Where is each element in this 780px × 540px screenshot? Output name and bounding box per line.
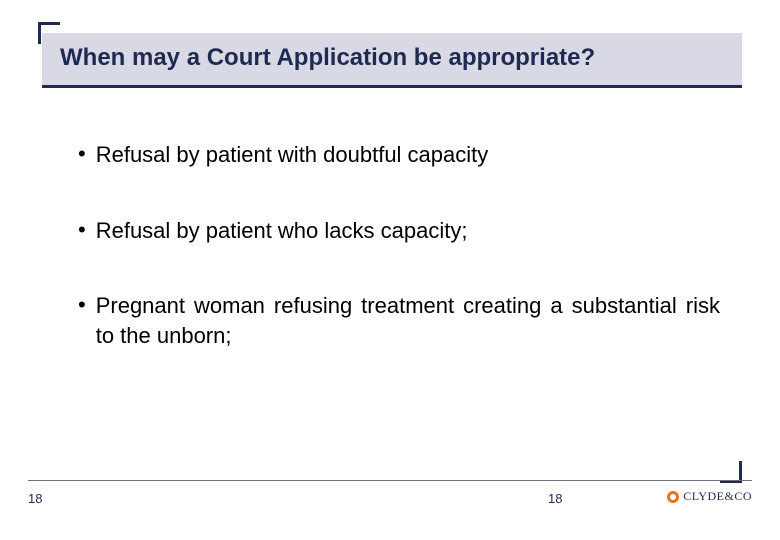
corner-top-left-v <box>38 22 41 44</box>
brand-logo: CLYDE&CO <box>667 489 752 504</box>
bullet-text: Refusal by patient with doubtful capacit… <box>96 140 720 170</box>
bullet-icon: • <box>78 291 86 319</box>
logo-icon <box>667 491 679 503</box>
list-item: • Refusal by patient who lacks capacity; <box>78 216 720 246</box>
footer: 18 18 CLYDE&CO <box>28 480 752 521</box>
bullet-text: Refusal by patient who lacks capacity; <box>96 216 720 246</box>
slide: When may a Court Application be appropri… <box>0 0 780 540</box>
footer-inner: 18 18 CLYDE&CO <box>28 481 752 521</box>
bullet-icon: • <box>78 216 86 244</box>
bullet-text: Pregnant woman refusing treatment creati… <box>96 291 720 350</box>
content-area: • Refusal by patient with doubtful capac… <box>78 140 720 397</box>
logo-text: CLYDE&CO <box>683 489 752 504</box>
page-number-left: 18 <box>28 491 42 506</box>
corner-top-left-h <box>38 22 60 25</box>
list-item: • Pregnant woman refusing treatment crea… <box>78 291 720 350</box>
slide-title: When may a Court Application be appropri… <box>60 43 724 73</box>
title-band: When may a Court Application be appropri… <box>42 33 742 88</box>
page-number-center: 18 <box>548 491 562 506</box>
list-item: • Refusal by patient with doubtful capac… <box>78 140 720 170</box>
bullet-icon: • <box>78 140 86 168</box>
